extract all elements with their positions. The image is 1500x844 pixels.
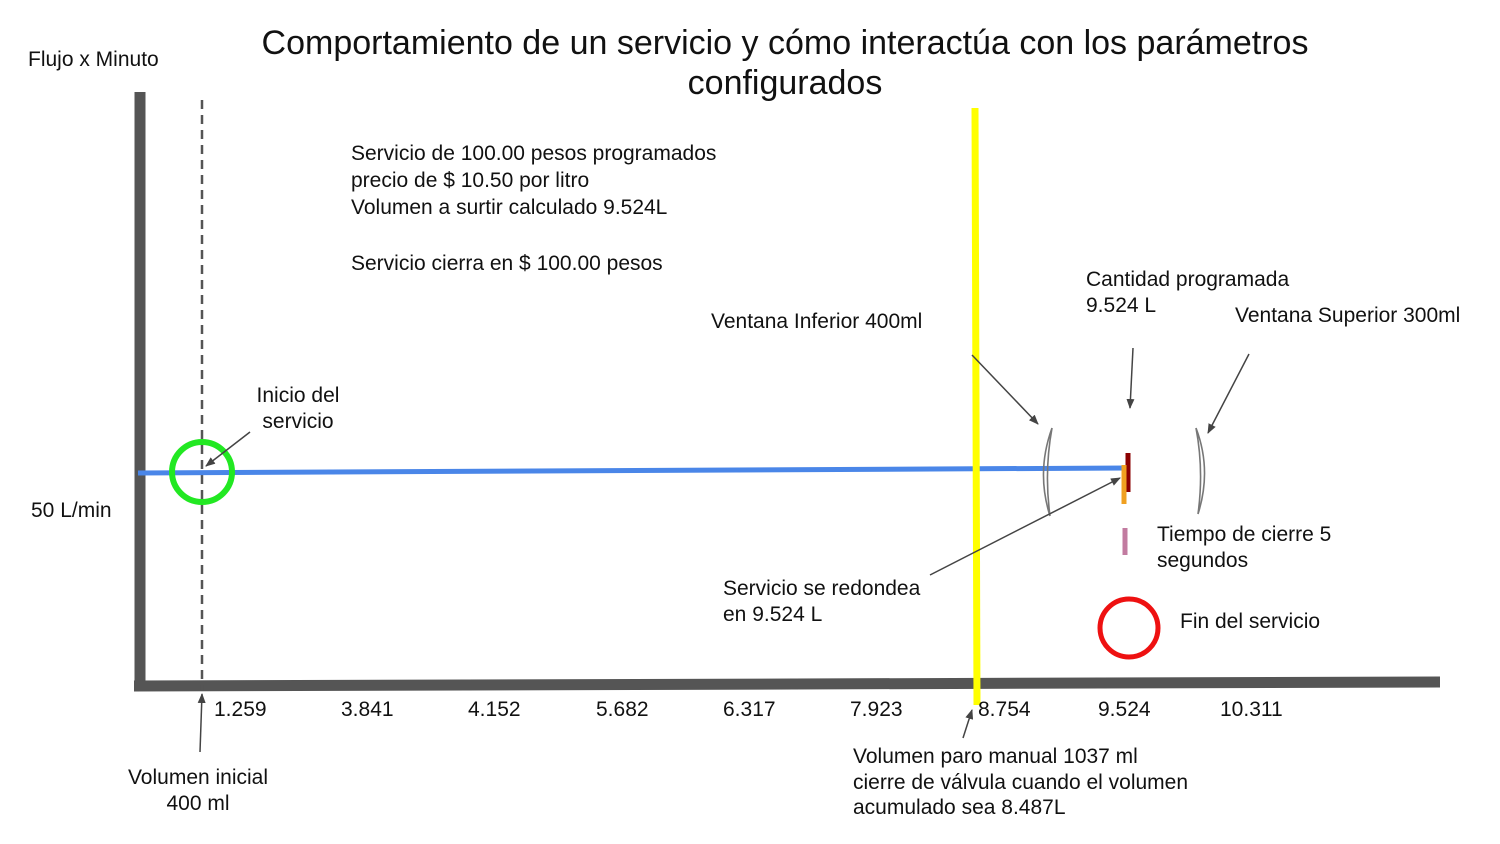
vol-inicial-line2: 400 ml xyxy=(166,791,230,815)
x-tick-label: 8.754 xyxy=(978,698,1031,721)
vol-inicial-line1: Volumen inicial xyxy=(127,766,269,789)
tiempo-label-line2: segundos xyxy=(1157,548,1249,572)
cantidad-label-line1: Cantidad programada xyxy=(1086,268,1290,291)
redondea-label: Servicio se redondea en 9.524 L xyxy=(723,576,920,627)
info-line: Servicio de 100.00 pesos programados xyxy=(351,142,717,165)
tiempo-cierre-label: Tiempo de cierre 5 segundos xyxy=(1157,522,1331,573)
chart-title: Comportamiento de un servicio y cómo int… xyxy=(261,24,1309,103)
cantidad-programada-label: Cantidad programada 9.524 L xyxy=(1086,267,1289,318)
volumen-inicial-label: Volumen inicial 400 ml xyxy=(108,765,288,816)
lower-window-bracket xyxy=(1042,427,1053,517)
info-line: Servicio cierra en $ 100.00 pesos xyxy=(351,252,663,275)
inicio-label: Inicio del servicio xyxy=(238,383,358,434)
inicio-arrow xyxy=(205,431,251,467)
volumen-inicial-arrow xyxy=(197,693,206,753)
inicio-label-line2: servicio xyxy=(262,409,334,433)
ventana-inferior-arrow xyxy=(971,354,1039,425)
info-line: Volumen a surtir calculado 9.524L xyxy=(351,196,668,219)
x-tick-label: 5.682 xyxy=(596,698,649,721)
cantidad-arrow xyxy=(1126,347,1135,409)
redondea-arrow xyxy=(929,477,1121,576)
service-start-circle xyxy=(169,439,235,505)
paro-manual-arrow xyxy=(962,709,974,739)
y-axis-value-label: 50 L/min xyxy=(31,499,112,522)
x-axis xyxy=(133,676,1441,692)
paro-line2: cierre de válvula cuando el volumen xyxy=(853,770,1189,794)
paro-manual-label: Volumen paro manual 1037 ml cierre de vá… xyxy=(853,744,1188,821)
x-tick-label: 7.923 xyxy=(850,698,903,721)
manual-stop-line xyxy=(971,107,981,706)
inicio-label-line1: Inicio del xyxy=(256,384,340,407)
ventana-superior-label: Ventana Superior 300ml xyxy=(1235,304,1461,327)
x-tick-label: 4.152 xyxy=(468,698,521,721)
ventana-inferior-label: Ventana Inferior 400ml xyxy=(711,310,923,333)
x-tick-label: 6.317 xyxy=(723,698,776,721)
x-tick-label: 10.311 xyxy=(1220,698,1283,721)
y-axis-label: Flujo x Minuto xyxy=(28,48,159,71)
info-line: precio de $ 10.50 por litro xyxy=(351,169,590,192)
service-end-circle xyxy=(1097,596,1161,660)
x-tick-label: 9.524 xyxy=(1098,698,1151,721)
redondea-label-line1: Servicio se redondea xyxy=(723,577,921,600)
tiempo-label-line1: Tiempo de cierre 5 xyxy=(1157,523,1332,546)
flow-line xyxy=(137,465,1129,476)
paro-line3: acumulado sea 8.487L xyxy=(853,796,1066,820)
cantidad-label-line2: 9.524 L xyxy=(1086,293,1157,317)
upper-window-bracket xyxy=(1195,427,1206,515)
ventana-superior-arrow xyxy=(1207,353,1250,434)
x-tick-label: 3.841 xyxy=(341,698,394,721)
redondea-label-line2: en 9.524 L xyxy=(723,602,823,626)
fin-servicio-label: Fin del servicio xyxy=(1180,610,1321,633)
paro-line1: Volumen paro manual 1037 ml xyxy=(853,745,1138,768)
x-tick-label: 1.259 xyxy=(214,698,267,721)
